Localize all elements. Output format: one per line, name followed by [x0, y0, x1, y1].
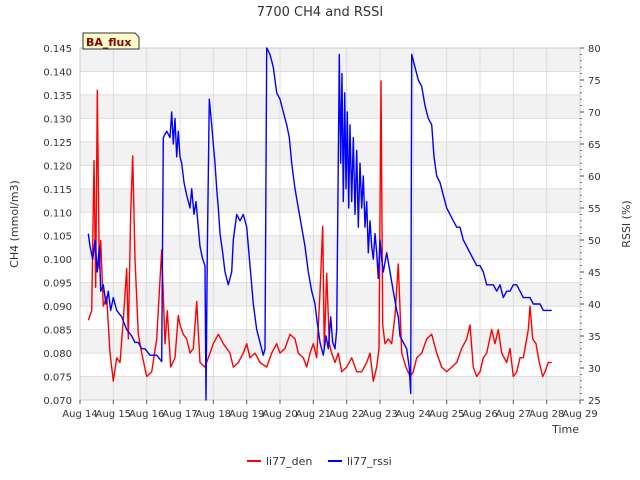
series-lines [87, 47, 552, 401]
grid-band [80, 376, 580, 400]
y-axis-label: CH4 (mmol/m3) [8, 180, 21, 268]
x-tick-label: Aug 17 [162, 409, 197, 420]
y-tick-label: 0.130 [43, 114, 72, 125]
x-tick-label: Aug 19 [229, 409, 264, 420]
series-line-li77-rssi [87, 47, 552, 401]
y2-tick-label: 60 [588, 172, 601, 183]
plot-frame [79, 47, 581, 401]
grid-band [80, 235, 580, 260]
x-tick-label: Aug 28 [529, 409, 564, 420]
y-tick-label: 0.120 [43, 161, 72, 172]
legend: li77_den li77_rssi [247, 455, 392, 468]
x-tick-label: Aug 14 [62, 409, 97, 420]
series-line-li77-den [87, 80, 552, 382]
grid-band [80, 48, 580, 72]
y2-tick-label: 45 [588, 268, 601, 279]
y2-tick-label: 25 [588, 396, 601, 407]
y2-tick-label: 55 [588, 204, 601, 215]
x-tick-label: Aug 25 [429, 409, 464, 420]
x-tick-label: Aug 20 [262, 409, 297, 420]
y2-tick-label: 65 [588, 140, 601, 151]
x-tick-label: Aug 27 [496, 409, 531, 420]
y-tick-label: 0.090 [43, 302, 72, 313]
y2-tick-label: 30 [588, 364, 601, 375]
x-tick-label: Aug 23 [362, 409, 397, 420]
x-tick-label: Aug 29 [562, 409, 597, 420]
x-tick-label: Aug 22 [329, 409, 364, 420]
chart-title: 7700 CH4 and RSSI [257, 5, 383, 20]
x-tick-label: Aug 26 [462, 409, 497, 420]
grid-band [80, 188, 580, 213]
y2-tick-label: 80 [588, 44, 601, 55]
y-tick-label: 0.110 [43, 208, 72, 219]
y-tick-label: 0.135 [43, 91, 72, 102]
y2-tick-label: 50 [588, 236, 601, 247]
axis-ticks: 0.070 0.075 0.080 0.085 0.090 0.095 0.100 0.105… [43, 44, 600, 420]
x-tick-label: Aug 18 [196, 409, 231, 420]
y-tick-label: 0.140 [43, 67, 72, 78]
x-axis-label: Time [551, 423, 579, 436]
x-tick-label: Aug 16 [129, 409, 164, 420]
y-tick-label: 0.145 [43, 44, 72, 55]
x-tick-label: Aug 21 [296, 409, 331, 420]
y2-axis-label: RSSI (%) [620, 200, 633, 247]
y-tick-label: 0.115 [43, 185, 72, 196]
badge-text: BA_flux [86, 36, 131, 49]
y-tick-label: 0.100 [43, 255, 72, 266]
y-tick-label: 0.125 [43, 138, 72, 149]
y-tick-label: 0.070 [43, 396, 72, 407]
y2-tick-label: 70 [588, 108, 601, 119]
y-tick-label: 0.105 [43, 232, 72, 243]
y-tick-label: 0.095 [43, 279, 72, 290]
grid-band [80, 141, 580, 166]
legend-label-li77-den: li77_den [266, 455, 312, 468]
x-tick-label: Aug 15 [96, 409, 131, 420]
y-tick-label: 0.080 [43, 349, 72, 360]
y2-tick-label: 75 [588, 76, 601, 87]
legend-label-li77-rssi: li77_rssi [347, 455, 392, 468]
grid-band [80, 94, 580, 119]
badge: BA_flux [82, 32, 140, 50]
y-tick-label: 0.085 [43, 326, 72, 337]
y2-tick-label: 35 [588, 332, 601, 343]
y2-tick-label: 40 [588, 300, 601, 311]
x-tick-label: Aug 24 [396, 409, 431, 420]
y-tick-label: 0.075 [43, 373, 72, 384]
